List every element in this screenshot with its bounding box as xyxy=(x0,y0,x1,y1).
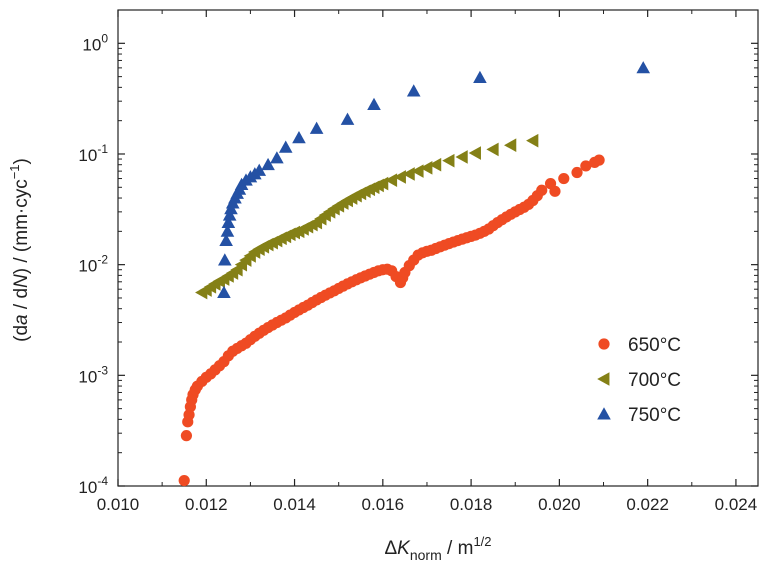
data-point xyxy=(420,161,433,175)
data-point xyxy=(367,97,381,110)
legend: 650°C 700°C 750°C xyxy=(597,335,681,426)
x-tick-label: 0.020 xyxy=(538,495,581,514)
data-point xyxy=(428,157,442,172)
data-point xyxy=(270,151,284,164)
data-point xyxy=(219,233,233,247)
legend-label: 650°C xyxy=(628,335,681,356)
legend-label: 700°C xyxy=(628,370,681,391)
data-point xyxy=(580,160,592,172)
data-point xyxy=(292,131,306,144)
data-point xyxy=(221,215,236,229)
data-point xyxy=(558,172,570,185)
data-point xyxy=(252,163,267,176)
legend-marker xyxy=(597,372,610,386)
x-tick-label: 0.022 xyxy=(626,495,669,514)
data-point xyxy=(261,157,275,171)
y-tick-label: 10-4 xyxy=(78,474,108,497)
data-point xyxy=(636,61,651,74)
x-tick-label: 0.010 xyxy=(97,495,140,514)
y-axis-label: (da / dN) / (mm·cyc−1) xyxy=(7,158,32,342)
x-tick-label: 0.014 xyxy=(273,495,316,514)
data-point xyxy=(218,253,232,266)
x-axis: 0.010 0.012 0.014 0.016 0.018 0.020 0.022 0.024 xyxy=(97,10,757,514)
y-axis-title: (da / dN) / (mm·cyc−1) xyxy=(7,158,32,342)
x-tick-label: 0.012 xyxy=(185,495,228,514)
data-point xyxy=(468,146,481,160)
x-tick-label: 0.024 xyxy=(715,495,758,514)
y-tick-label: 10-2 xyxy=(78,253,108,276)
data-point xyxy=(571,166,583,179)
data-point xyxy=(402,167,415,181)
legend-marker xyxy=(598,338,610,350)
plot-frame xyxy=(117,9,759,487)
data-point xyxy=(180,430,193,442)
data-point xyxy=(217,285,231,298)
data-point xyxy=(455,150,468,164)
plot-area xyxy=(117,9,759,487)
x-axis-label: ΔKnorm / m1/2 xyxy=(384,534,491,563)
series-1 xyxy=(178,154,605,487)
y-tick-label: 100 xyxy=(82,31,108,54)
data-point xyxy=(593,154,605,166)
series-2 xyxy=(195,133,539,300)
data-point xyxy=(442,153,455,168)
data-point xyxy=(278,140,293,153)
x-axis-title: ΔKnorm / m1/2 xyxy=(384,534,491,563)
series-3 xyxy=(217,61,651,298)
data-point xyxy=(220,224,235,237)
data-point xyxy=(549,185,561,197)
legend-label: 750°C xyxy=(628,405,681,426)
y-tick-label: 10-1 xyxy=(78,142,108,165)
data-point xyxy=(486,142,499,157)
data-point xyxy=(222,208,237,221)
data-point xyxy=(406,84,421,97)
legend-marker xyxy=(597,407,611,420)
data-point xyxy=(178,474,190,487)
y-axis: 10-4 10-3 10-2 10-1 100 xyxy=(78,9,758,497)
data-point xyxy=(393,170,406,184)
x-tick-label: 0.016 xyxy=(362,495,405,514)
data-point xyxy=(526,133,539,148)
data-point xyxy=(504,138,517,153)
data-point xyxy=(536,184,548,196)
x-tick-label: 0.018 xyxy=(450,495,493,514)
data-point xyxy=(340,112,355,125)
data-point xyxy=(473,70,487,84)
y-tick-label: 10-3 xyxy=(78,363,108,386)
data-point xyxy=(309,121,324,134)
